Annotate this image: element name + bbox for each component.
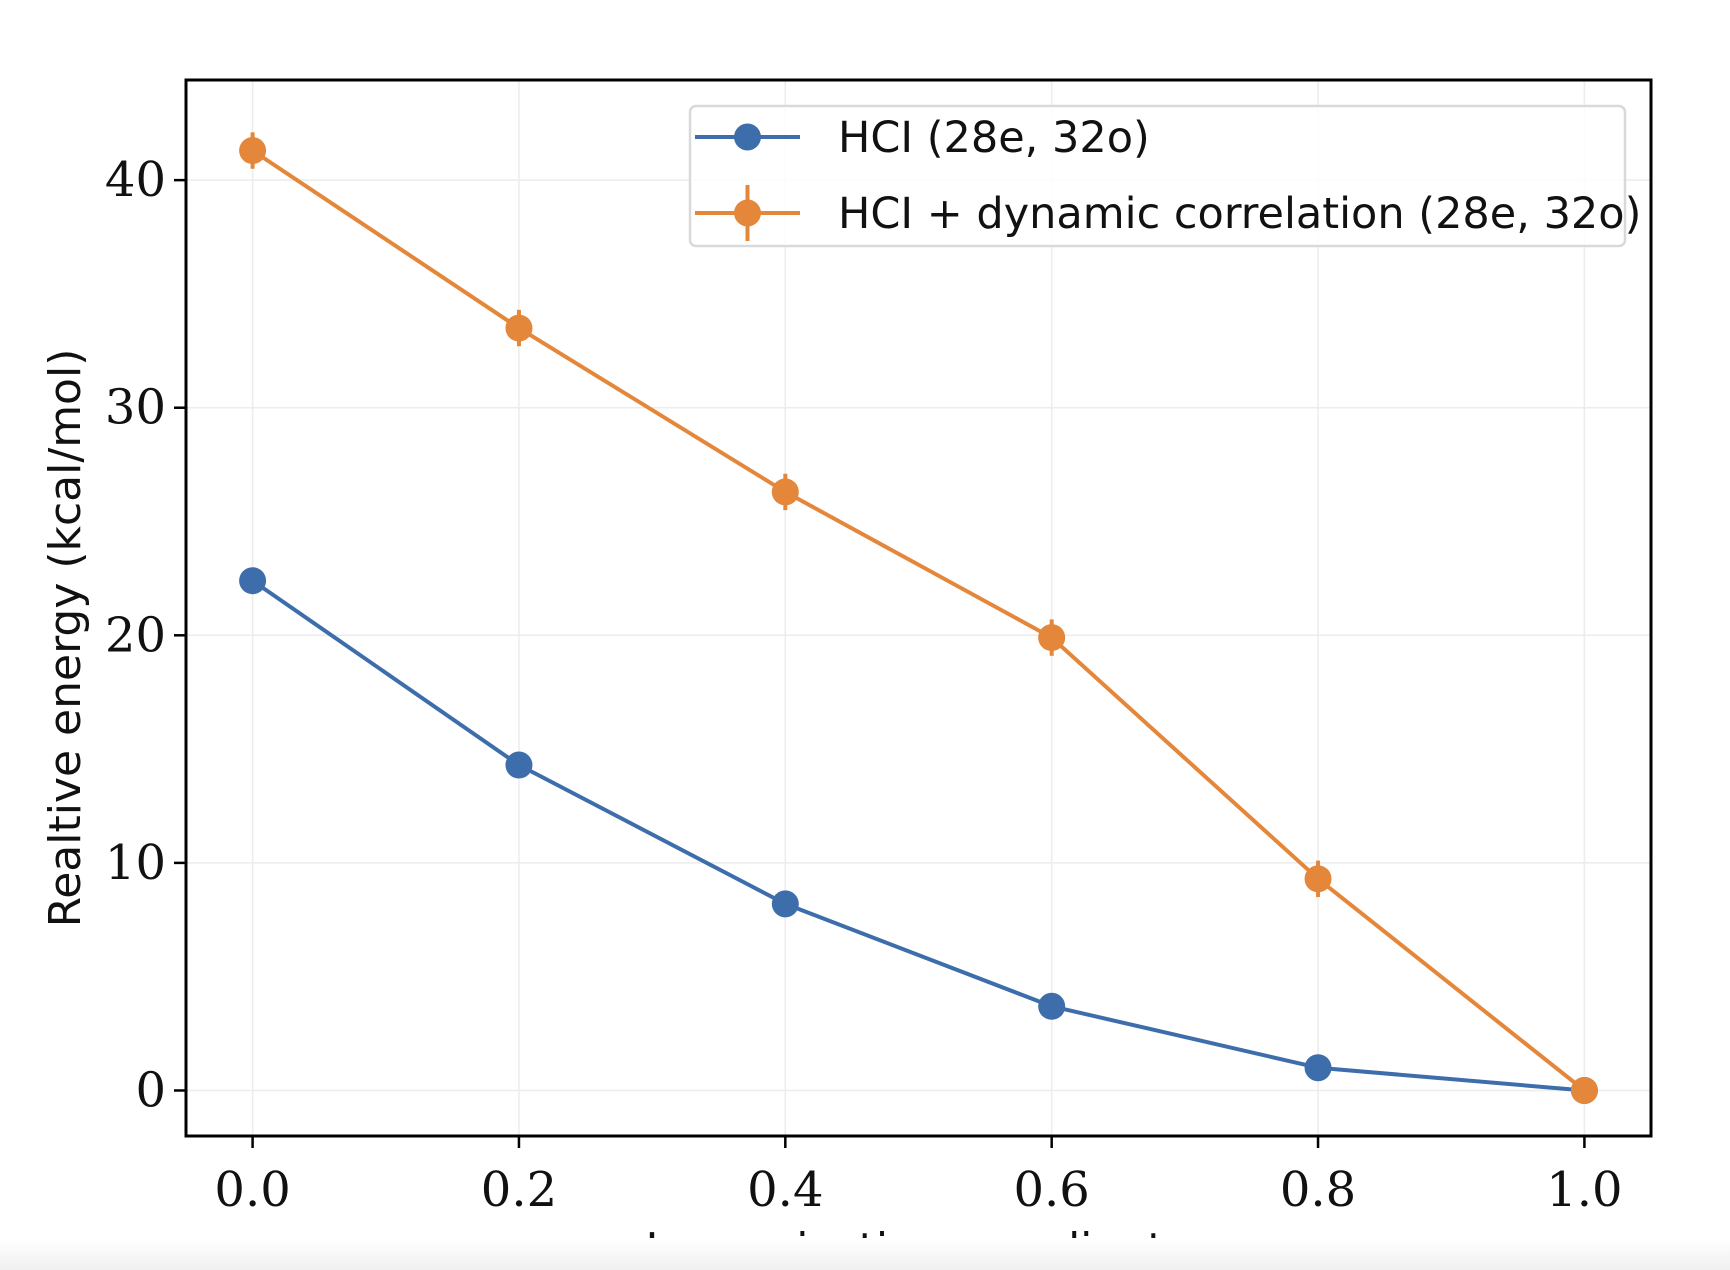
grid xyxy=(186,80,1651,1136)
series-layer xyxy=(239,132,1598,1104)
legend: HCI (28e, 32o) HCI + dynamic correlation … xyxy=(688,104,1641,248)
series-line-0 xyxy=(251,579,1585,1093)
legend-label: HCI + dynamic correlation (28e, 32o) xyxy=(838,189,1641,239)
plot-frame xyxy=(184,78,1653,1138)
y-tick-label: 0 xyxy=(135,1062,166,1118)
data-point xyxy=(1038,992,1066,1020)
x-tick-label: 0.4 xyxy=(747,1162,823,1218)
data-point xyxy=(505,751,533,779)
data-point xyxy=(239,137,267,165)
x-tick-label: 1.0 xyxy=(1546,1162,1622,1218)
data-point xyxy=(1570,1076,1598,1104)
legend-marker xyxy=(734,199,761,227)
data-point xyxy=(505,314,533,342)
data-point xyxy=(1038,624,1066,652)
legend-label: HCI (28e, 32o) xyxy=(838,113,1150,163)
data-point xyxy=(1304,1054,1332,1082)
x-tick-label: 0.8 xyxy=(1280,1162,1356,1218)
x-tick-label: 0.6 xyxy=(1014,1162,1090,1218)
series-line-1 xyxy=(251,148,1586,1093)
legend-box xyxy=(688,104,1627,248)
y-axis-label: Realtive energy (kcal/mol) xyxy=(40,349,91,928)
x-tick-label: 0.2 xyxy=(481,1162,557,1218)
y-tick-label: 10 xyxy=(105,835,166,891)
data-point xyxy=(1304,865,1332,893)
data-point xyxy=(771,478,799,506)
x-tick-label: 0.0 xyxy=(214,1162,290,1218)
y-tick-label: 40 xyxy=(105,152,166,208)
bottom-edge-shadow xyxy=(0,1238,1730,1270)
y-tick-label: 30 xyxy=(105,380,166,436)
legend-marker xyxy=(734,123,761,151)
y-tick-label: 20 xyxy=(105,607,166,663)
ticks: 0.0 0.2 0.4 0.6 0.8 1.0 0 10 20 30 40 xyxy=(105,152,1623,1218)
data-point xyxy=(771,890,799,918)
data-point xyxy=(239,567,267,595)
